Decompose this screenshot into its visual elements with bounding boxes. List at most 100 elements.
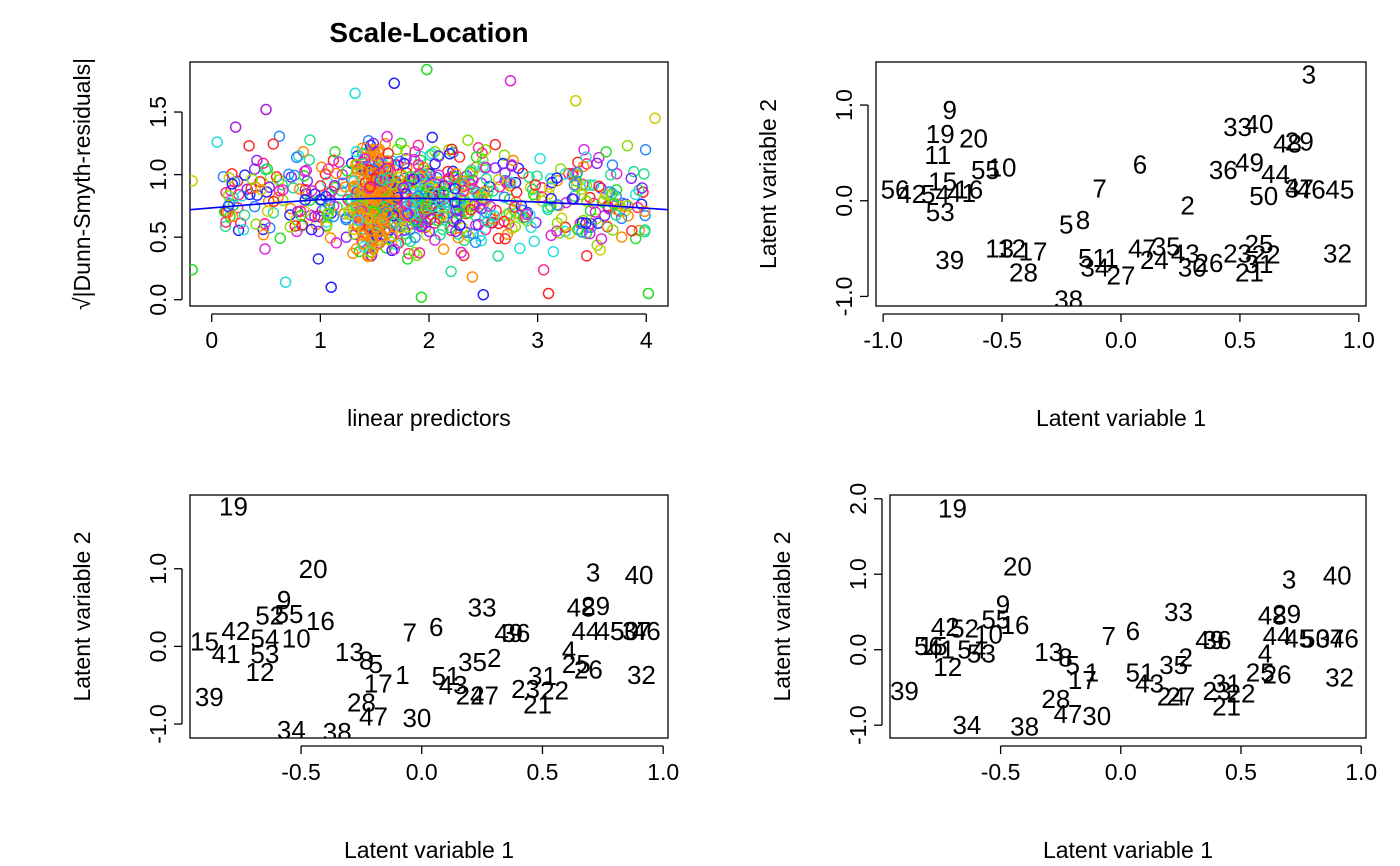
- site-label-24: 24: [1157, 681, 1186, 711]
- residual-point: [604, 169, 617, 181]
- site-label-38: 38: [323, 717, 352, 747]
- site-label-5: 5: [369, 649, 383, 679]
- residual-point: [226, 210, 239, 223]
- site-label-19: 19: [926, 119, 955, 149]
- residual-point: [366, 235, 378, 247]
- chart-panel-3: -0.5 0.0 0.5 1.0 -1.0 0.0 1.0 Latent variable 1…: [69, 494, 679, 863]
- residual-point: [357, 229, 369, 242]
- site-label-9: 9: [943, 95, 957, 125]
- residual-point: [595, 233, 608, 245]
- site-label-36: 36: [1202, 625, 1231, 655]
- site-label-25: 25: [562, 649, 591, 679]
- y-tick-label: 2.0: [845, 483, 871, 515]
- site-label-47: 47: [359, 701, 388, 731]
- residual-point: [509, 176, 522, 189]
- site-label-54: 54: [957, 635, 986, 665]
- x-axis-title: linear predictors: [347, 405, 511, 431]
- x-tick-label: 1.0: [1345, 759, 1377, 785]
- residual-point: [514, 242, 526, 255]
- site-label-47: 47: [1128, 234, 1157, 264]
- y-tick-label: -1.0: [831, 277, 857, 317]
- site-label-12: 12: [933, 652, 962, 682]
- site-label-37: 37: [1315, 623, 1344, 653]
- residual-point: [525, 221, 537, 233]
- site-label-22: 22: [540, 676, 569, 706]
- residual-point: [412, 139, 425, 151]
- site-label-16: 16: [306, 606, 335, 636]
- residual-point: [492, 173, 505, 186]
- residual-point: [447, 165, 459, 178]
- site-label-24: 24: [1140, 245, 1169, 275]
- site-label-49: 49: [494, 618, 523, 648]
- residual-point: [388, 243, 401, 255]
- residual-point: [349, 199, 362, 211]
- residual-point: [450, 204, 462, 217]
- site-label-9: 9: [277, 585, 291, 615]
- residual-point: [339, 181, 352, 193]
- chart-panel-4: -0.5 0.0 0.5 1.0 -1.0 0.0 1.0 2.0 Latent variabl…: [769, 483, 1377, 863]
- site-label-50: 50: [1249, 181, 1278, 211]
- residual-point: [226, 178, 238, 190]
- residual-point: [395, 137, 407, 149]
- site-label-32: 32: [1325, 663, 1354, 693]
- residual-point: [584, 191, 596, 204]
- y-tick-label: 1.0: [145, 553, 171, 585]
- site-label-29: 29: [581, 591, 610, 621]
- residual-point: [298, 170, 310, 182]
- site-label-12: 12: [246, 657, 275, 687]
- x-tick-label: 0.0: [406, 759, 438, 785]
- residual-point: [488, 210, 501, 222]
- site-label-23: 23: [511, 674, 540, 704]
- site-label-28: 28: [1041, 684, 1070, 714]
- residual-point: [589, 206, 602, 218]
- residual-point: [580, 217, 592, 229]
- residual-point: [249, 163, 261, 175]
- residual-point: [348, 175, 360, 187]
- x-tick-label: 3: [531, 327, 544, 353]
- x-tick-label: -0.5: [982, 327, 1022, 353]
- residual-point: [591, 157, 603, 170]
- site-label-51: 51: [1126, 657, 1155, 687]
- residual-point: [370, 149, 382, 162]
- residual-point: [229, 121, 242, 133]
- site-label-39: 39: [195, 682, 224, 712]
- residual-point: [611, 203, 623, 216]
- site-label-35: 35: [458, 647, 487, 677]
- residual-point: [587, 179, 600, 191]
- residual-point: [464, 166, 476, 178]
- residual-point: [594, 244, 606, 256]
- residual-point: [274, 232, 286, 244]
- site-label-27: 27: [470, 680, 499, 710]
- site-label-1: 1: [1104, 243, 1118, 273]
- site-label-21: 21: [523, 690, 552, 720]
- residual-point: [636, 182, 648, 194]
- site-label-43: 43: [1171, 238, 1200, 268]
- site-label-20: 20: [959, 124, 988, 154]
- residual-point: [273, 184, 286, 197]
- residual-point: [584, 204, 597, 217]
- residual-point: [270, 171, 283, 183]
- residual-point: [290, 151, 303, 164]
- residual-point: [426, 147, 438, 160]
- residual-point: [503, 193, 516, 206]
- residual-point: [255, 183, 267, 196]
- site-label-5: 5: [1059, 210, 1073, 240]
- residual-point: [364, 180, 377, 193]
- residual-point: [578, 143, 590, 156]
- residual-point: [358, 153, 371, 165]
- site-label-10: 10: [974, 620, 1003, 650]
- residual-point: [276, 178, 288, 191]
- y-axis-title: Latent variable 2: [69, 531, 95, 701]
- residual-point: [470, 151, 483, 163]
- site-label-40: 40: [1323, 561, 1352, 591]
- residual-point: [244, 188, 256, 201]
- residual-point: [363, 182, 375, 194]
- site-label-34: 34: [1080, 253, 1109, 283]
- residual-point: [617, 197, 629, 209]
- site-label-56: 56: [914, 631, 943, 661]
- residual-point: [484, 200, 497, 213]
- residual-point: [349, 87, 361, 100]
- residual-point: [528, 235, 540, 248]
- site-label-53: 53: [967, 638, 996, 668]
- residual-point: [341, 165, 353, 177]
